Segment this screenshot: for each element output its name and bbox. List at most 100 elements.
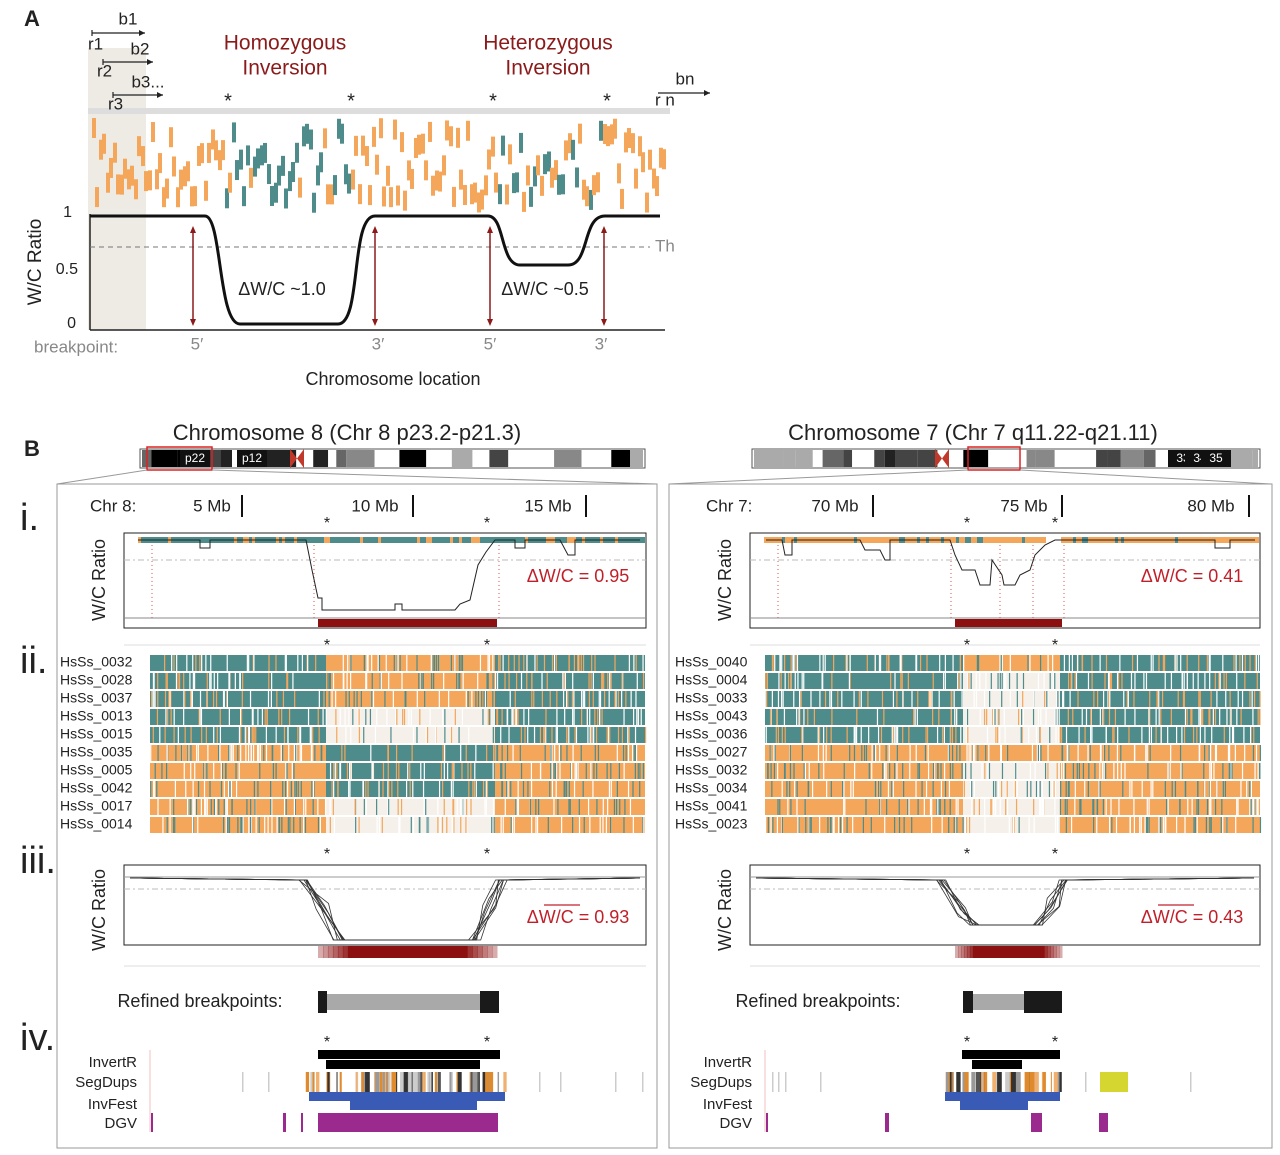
track-label: SegDups: [690, 1074, 752, 1091]
bin-color: [1016, 537, 1019, 543]
strip-line: [257, 781, 259, 797]
tick-label: 1: [63, 204, 72, 221]
strip-line: [578, 799, 580, 815]
strip-line: [609, 673, 611, 689]
strip-line: [973, 691, 975, 707]
strip-line: [928, 691, 930, 707]
strip-line: [297, 727, 299, 743]
strand-read: [438, 171, 442, 192]
strand-read: [130, 165, 134, 186]
strip: [963, 745, 1060, 761]
strip-line: [1184, 709, 1187, 725]
bin-color: [375, 537, 378, 543]
strip-line: [801, 673, 803, 689]
bin-color: [950, 537, 953, 543]
panel-frame: [668, 483, 1273, 1149]
band: [426, 450, 452, 467]
strip-line: [1099, 655, 1101, 671]
strip-line: [350, 763, 352, 779]
strip-line: [1013, 817, 1015, 833]
strand-read: [585, 186, 589, 207]
strip-line: [1223, 727, 1225, 743]
strip-line: [333, 781, 335, 797]
strip-line: [365, 781, 367, 797]
strip-line: [169, 799, 171, 815]
strand-read: [137, 136, 141, 157]
strip-line: [1117, 727, 1119, 743]
strip-line: [780, 673, 782, 689]
strip-line: [986, 727, 989, 743]
strip-line: [184, 691, 186, 707]
segdup: [1025, 1072, 1030, 1092]
strip-line: [933, 763, 936, 779]
strip-line: [1249, 799, 1251, 815]
strip-line: [349, 781, 351, 797]
strip-line: [209, 673, 211, 689]
inversion-bar: [1023, 946, 1027, 958]
strip-line: [166, 817, 168, 833]
strip-line: [253, 727, 255, 743]
strip-line: [634, 745, 636, 761]
strip-line: [460, 745, 462, 761]
strip-line: [1072, 709, 1074, 725]
bin-color: [207, 537, 210, 543]
strip-line: [568, 799, 570, 815]
strip-line: [885, 745, 887, 761]
strip-line: [1109, 817, 1111, 833]
arrow-head: [190, 319, 196, 326]
strip-line: [251, 727, 253, 743]
strip-line: [437, 799, 439, 815]
band: [843, 450, 853, 467]
strip-line: [1077, 691, 1079, 707]
strip-line: [1108, 673, 1111, 689]
track-label: InvertR: [704, 1054, 753, 1071]
strip-line: [157, 673, 159, 689]
strip-line: [1210, 691, 1212, 707]
strip-line: [1054, 781, 1056, 797]
strip-line: [996, 727, 999, 743]
strip-line: [331, 781, 333, 797]
bin-color: [1022, 537, 1025, 543]
strip-line: [817, 727, 819, 743]
strip-line: [781, 817, 783, 833]
strip-line: [956, 745, 958, 761]
strip-line: [175, 745, 177, 761]
strip-line: [293, 745, 295, 761]
strip-line: [642, 655, 644, 671]
bin-color: [1010, 537, 1013, 543]
strip-line: [932, 709, 934, 725]
strip-line: [507, 781, 509, 797]
strip-line: [1176, 817, 1178, 833]
strip-line: [822, 745, 824, 761]
strip-line: [223, 691, 225, 707]
strip: [765, 763, 963, 779]
strip-line: [350, 673, 352, 689]
strip-line: [567, 691, 569, 707]
strip-line: [823, 763, 825, 779]
bin-color: [1028, 537, 1031, 543]
inversion-bar: [377, 946, 384, 958]
strip-line: [880, 781, 882, 797]
strip-line: [930, 691, 932, 707]
strip-line: [1131, 781, 1133, 797]
strip-line: [1049, 673, 1051, 689]
strip-line: [1013, 781, 1015, 797]
strip-line: [335, 691, 337, 707]
bin-color: [420, 537, 423, 543]
strip-line: [888, 745, 890, 761]
strand-read: [449, 126, 453, 147]
strip-line: [456, 799, 458, 815]
strip-line: [574, 763, 576, 779]
strip-line: [1027, 655, 1029, 671]
strip-line: [583, 817, 585, 833]
strip-line: [819, 817, 821, 833]
strip-line: [393, 655, 395, 671]
strip-line: [506, 745, 509, 761]
sample-name: HsSs_0028: [60, 672, 133, 688]
strip-line: [288, 709, 291, 725]
strip-line: [642, 673, 645, 689]
bin-color: [423, 537, 426, 543]
strand-read: [316, 165, 320, 186]
bin-color: [1025, 537, 1028, 543]
strip-line: [229, 781, 231, 797]
